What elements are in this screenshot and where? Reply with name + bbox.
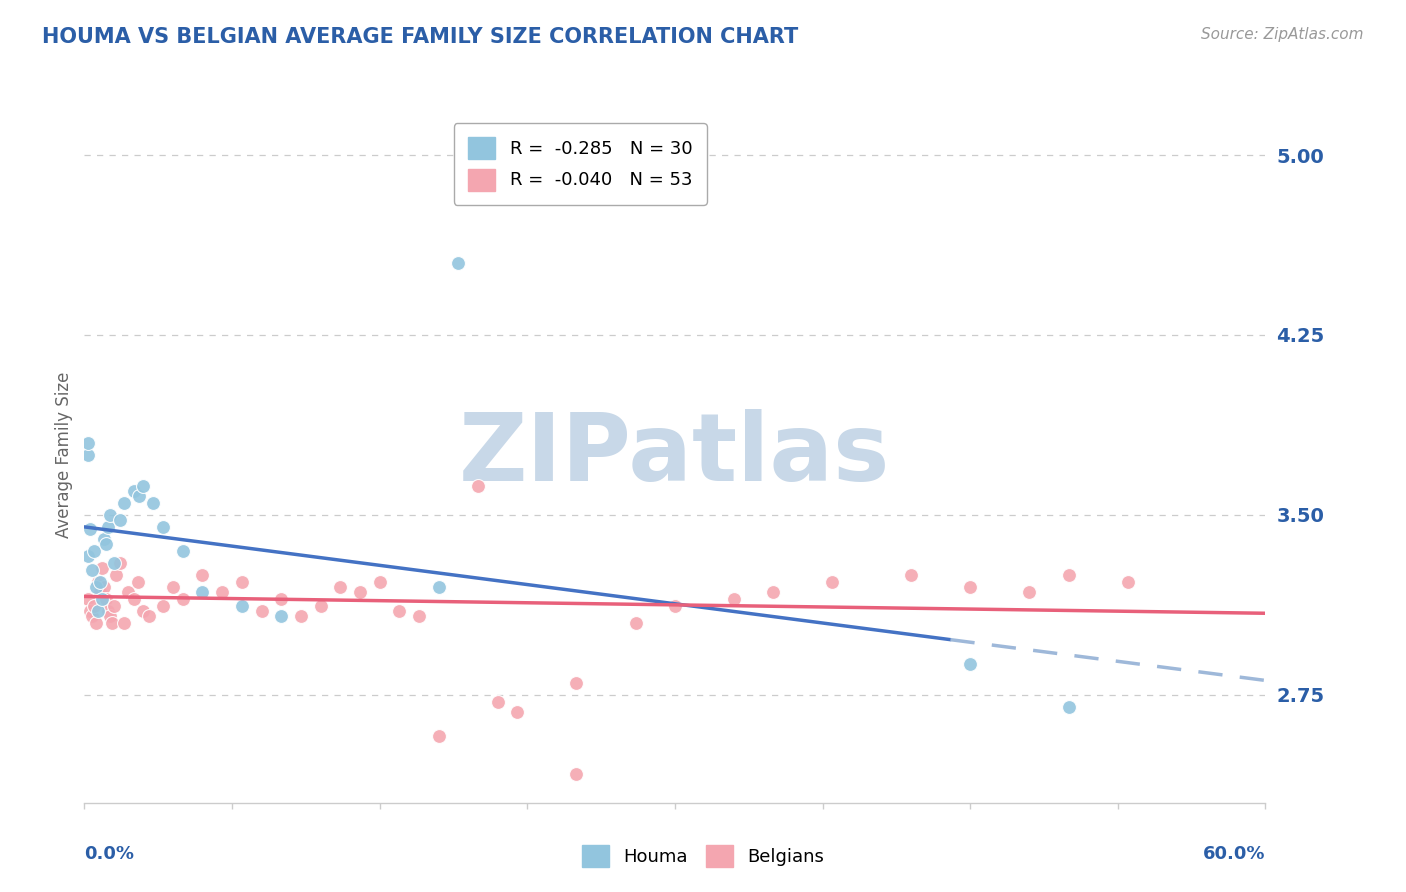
Point — [117, 584, 139, 599]
Point — [104, 567, 127, 582]
Point — [127, 575, 149, 590]
Point — [900, 567, 922, 582]
Point — [821, 575, 844, 590]
Point — [959, 580, 981, 594]
Point — [309, 599, 332, 613]
Point — [112, 496, 135, 510]
Point — [486, 695, 509, 709]
Point — [231, 599, 253, 613]
Point — [94, 591, 117, 606]
Point — [142, 496, 165, 510]
Point — [467, 479, 489, 493]
Point — [77, 436, 100, 450]
Point — [97, 604, 120, 618]
Point — [101, 615, 124, 630]
Point — [447, 256, 470, 270]
Point — [368, 575, 391, 590]
Point — [152, 599, 174, 613]
Point — [84, 580, 107, 594]
Point — [762, 584, 785, 599]
Point — [427, 580, 450, 594]
Point — [408, 608, 430, 623]
Point — [79, 604, 101, 618]
Point — [427, 729, 450, 743]
Point — [1057, 567, 1080, 582]
Point — [250, 604, 273, 618]
Legend: Houma, Belgians: Houma, Belgians — [575, 838, 831, 874]
Point — [89, 584, 111, 599]
Point — [211, 584, 233, 599]
Point — [94, 537, 117, 551]
Text: 60.0%: 60.0% — [1204, 845, 1265, 863]
Point — [270, 591, 292, 606]
Point — [191, 567, 214, 582]
Text: Source: ZipAtlas.com: Source: ZipAtlas.com — [1201, 27, 1364, 42]
Point — [97, 520, 120, 534]
Y-axis label: Average Family Size: Average Family Size — [55, 372, 73, 538]
Point — [290, 608, 312, 623]
Point — [77, 549, 100, 563]
Point — [108, 556, 131, 570]
Point — [91, 560, 114, 574]
Point — [664, 599, 686, 613]
Text: ZIPatlas: ZIPatlas — [460, 409, 890, 501]
Point — [329, 580, 352, 594]
Point — [112, 615, 135, 630]
Point — [87, 604, 110, 618]
Point — [191, 584, 214, 599]
Point — [82, 563, 104, 577]
Point — [1018, 584, 1040, 599]
Point — [132, 479, 155, 493]
Point — [132, 604, 155, 618]
Point — [83, 599, 105, 613]
Point — [172, 591, 194, 606]
Point — [506, 705, 529, 719]
Point — [108, 513, 131, 527]
Point — [388, 604, 411, 618]
Point — [270, 608, 292, 623]
Point — [103, 599, 125, 613]
Text: 0.0%: 0.0% — [84, 845, 135, 863]
Point — [1116, 575, 1139, 590]
Point — [87, 575, 110, 590]
Point — [98, 508, 121, 522]
Point — [152, 520, 174, 534]
Point — [84, 615, 107, 630]
Point — [77, 448, 100, 462]
Point — [624, 615, 647, 630]
Point — [231, 575, 253, 590]
Text: HOUMA VS BELGIAN AVERAGE FAMILY SIZE CORRELATION CHART: HOUMA VS BELGIAN AVERAGE FAMILY SIZE COR… — [42, 27, 799, 46]
Point — [79, 522, 101, 536]
Point — [98, 608, 121, 623]
Point — [89, 575, 111, 590]
Point — [103, 556, 125, 570]
Point — [83, 544, 105, 558]
Point — [172, 544, 194, 558]
Point — [91, 591, 114, 606]
Point — [959, 657, 981, 671]
Point — [565, 767, 588, 781]
Point — [77, 591, 100, 606]
Point — [138, 608, 160, 623]
Point — [128, 489, 150, 503]
Legend: R =  -0.285   N = 30, R =  -0.040   N = 53: R = -0.285 N = 30, R = -0.040 N = 53 — [454, 123, 707, 205]
Point — [93, 580, 115, 594]
Point — [162, 580, 184, 594]
Point — [93, 532, 115, 546]
Point — [349, 584, 371, 599]
Point — [565, 676, 588, 690]
Point — [122, 483, 145, 498]
Point — [122, 591, 145, 606]
Point — [1057, 699, 1080, 714]
Point — [82, 608, 104, 623]
Point — [723, 591, 745, 606]
